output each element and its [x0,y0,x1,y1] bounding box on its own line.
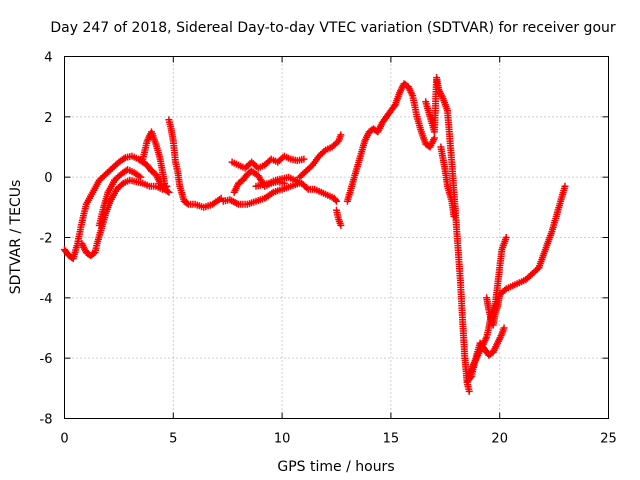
x-tick-label: 25 [600,432,617,447]
series-plus-markers [95,166,145,229]
data-points [61,74,569,395]
data-series [343,80,438,205]
series-plus-markers [78,176,171,260]
series-plus-markers [483,291,504,329]
series-plus-markers [496,182,569,299]
data-series [61,152,173,263]
x-tick-label: 0 [60,432,68,447]
x-tick-label: 20 [491,432,508,447]
series-plus-markers [139,128,169,187]
plot-frame [64,56,609,419]
data-series [437,143,458,220]
y-axis-label: SDTVAR / TECUs [8,180,24,295]
x-tick-label: 5 [169,432,177,447]
grid-lines [64,56,609,419]
y-tick-label: -6 [40,352,53,367]
data-series [78,176,171,260]
y-tick-label: 2 [44,111,52,126]
data-series [483,291,504,329]
series-plus-markers [333,206,345,229]
data-series [95,166,145,229]
data-series [219,179,304,208]
data-series [139,128,169,187]
data-series [333,206,345,229]
y-tick-label: 0 [44,171,52,186]
series-plus-markers [165,116,225,211]
series-plus-markers [61,152,173,263]
series-plus-markers [422,74,473,395]
x-tick-label: 10 [274,432,291,447]
data-series [165,116,225,211]
x-tick-label: 15 [383,432,400,447]
data-series [296,131,345,181]
series-plus-markers [228,152,308,172]
series-plus-markers [219,179,304,208]
data-series [228,152,308,172]
series-plus-markers [252,173,340,205]
data-series [496,182,569,299]
data-series [422,74,473,395]
y-tick-label: 4 [44,51,52,66]
y-tick-label: -4 [40,292,53,307]
chart-title: Day 247 of 2018, Sidereal Day-to-day VTE… [50,20,616,36]
y-tick-label: -8 [40,413,53,428]
series-plus-markers [296,131,345,181]
tick-labels: 0 5 10 15 20 25 -8 -6 -4 -2 0 2 4 [40,51,617,447]
data-series [252,173,340,205]
series-plus-markers [343,80,438,205]
x-axis-label: GPS time / hours [277,459,394,475]
series-plus-markers [437,143,458,220]
y-tick-label: -2 [40,232,53,247]
